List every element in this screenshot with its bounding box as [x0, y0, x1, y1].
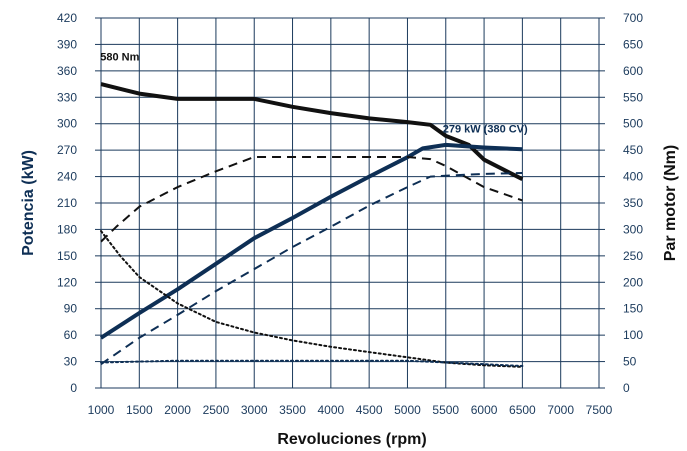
y-right-tick-label: 0	[623, 381, 630, 395]
y-right-tick-label: 250	[623, 249, 643, 263]
series-group	[99, 82, 524, 368]
x-tick-label: 1500	[126, 403, 153, 417]
y-left-tick-label: 330	[57, 90, 77, 104]
y-left-tick-label: 270	[57, 143, 77, 157]
y-left-tick-label: 420	[57, 11, 77, 25]
y-right-tick-label: 400	[623, 170, 643, 184]
y-left-tick-label: 60	[64, 328, 78, 342]
y-right-tick-label: 650	[623, 37, 643, 51]
series-line-navy-solid-left	[99, 142, 523, 340]
y-left-tick-label: 30	[64, 355, 78, 369]
series-line-black-dashed-right	[100, 156, 523, 243]
y-right-tick-label: 100	[623, 328, 643, 342]
x-tick-label: 3000	[241, 403, 268, 417]
x-tick-label: 3500	[279, 403, 306, 417]
annotation-label: 580 Nm	[100, 51, 139, 63]
y-right-tick-label: 700	[623, 11, 643, 25]
y-right-tick-label: 550	[623, 90, 643, 104]
y-right-tick-label: 300	[623, 222, 643, 236]
y-left-tick-label: 210	[57, 196, 77, 210]
y-right-axis-title: Par motor (Nm)	[662, 145, 679, 261]
x-tick-label: 7500	[586, 403, 613, 417]
x-tick-label: 2500	[203, 403, 230, 417]
y-left-tick-label: 90	[64, 302, 78, 316]
y-right-tick-label: 50	[623, 355, 637, 369]
y-left-tick-label: 180	[57, 222, 77, 236]
x-tick-label: 6000	[471, 403, 498, 417]
series-line-black-solid-right	[100, 82, 524, 181]
x-axis-title: Revoluciones (rpm)	[277, 431, 426, 448]
y-right-tick-label: 350	[623, 196, 643, 210]
y-left-tick-label: 360	[57, 64, 77, 78]
x-tick-label: 5000	[394, 403, 421, 417]
series-line-navy-dashed-left	[100, 172, 523, 366]
y-left-tick-label: 0	[70, 381, 77, 395]
grid	[95, 17, 605, 389]
y-left-tick-label: 300	[57, 117, 77, 131]
x-tick-label: 7000	[547, 403, 574, 417]
annotation-label: 279 kW (380 CV)	[443, 124, 528, 136]
y-left-axis-title: Potencia (kW)	[20, 150, 37, 256]
x-tick-label: 2000	[164, 403, 191, 417]
x-tick-label: 4000	[317, 403, 344, 417]
x-tick-label: 5500	[432, 403, 459, 417]
y-left-tick-label: 150	[57, 249, 77, 263]
y-right-tick-label: 200	[623, 275, 643, 289]
y-right-tick-label: 150	[623, 302, 643, 316]
y-right-tick-label: 450	[623, 143, 643, 157]
y-right-tick-label: 500	[623, 117, 643, 131]
x-tick-label: 1000	[88, 403, 115, 417]
y-left-tick-label: 390	[57, 37, 77, 51]
y-right-tick-label: 600	[623, 64, 643, 78]
y-left-tick-label: 120	[57, 275, 77, 289]
x-tick-label: 6500	[509, 403, 536, 417]
x-tick-label: 4500	[356, 403, 383, 417]
series-line-navy-dotted-left	[100, 359, 524, 367]
tick-labels: 0 0 30 50 60 100 90 150 120 200 150 250 180 300 210 350…	[57, 11, 643, 417]
y-left-tick-label: 240	[57, 170, 77, 184]
annotations: 580 Nm 279 kW (380 CV)	[100, 51, 528, 135]
